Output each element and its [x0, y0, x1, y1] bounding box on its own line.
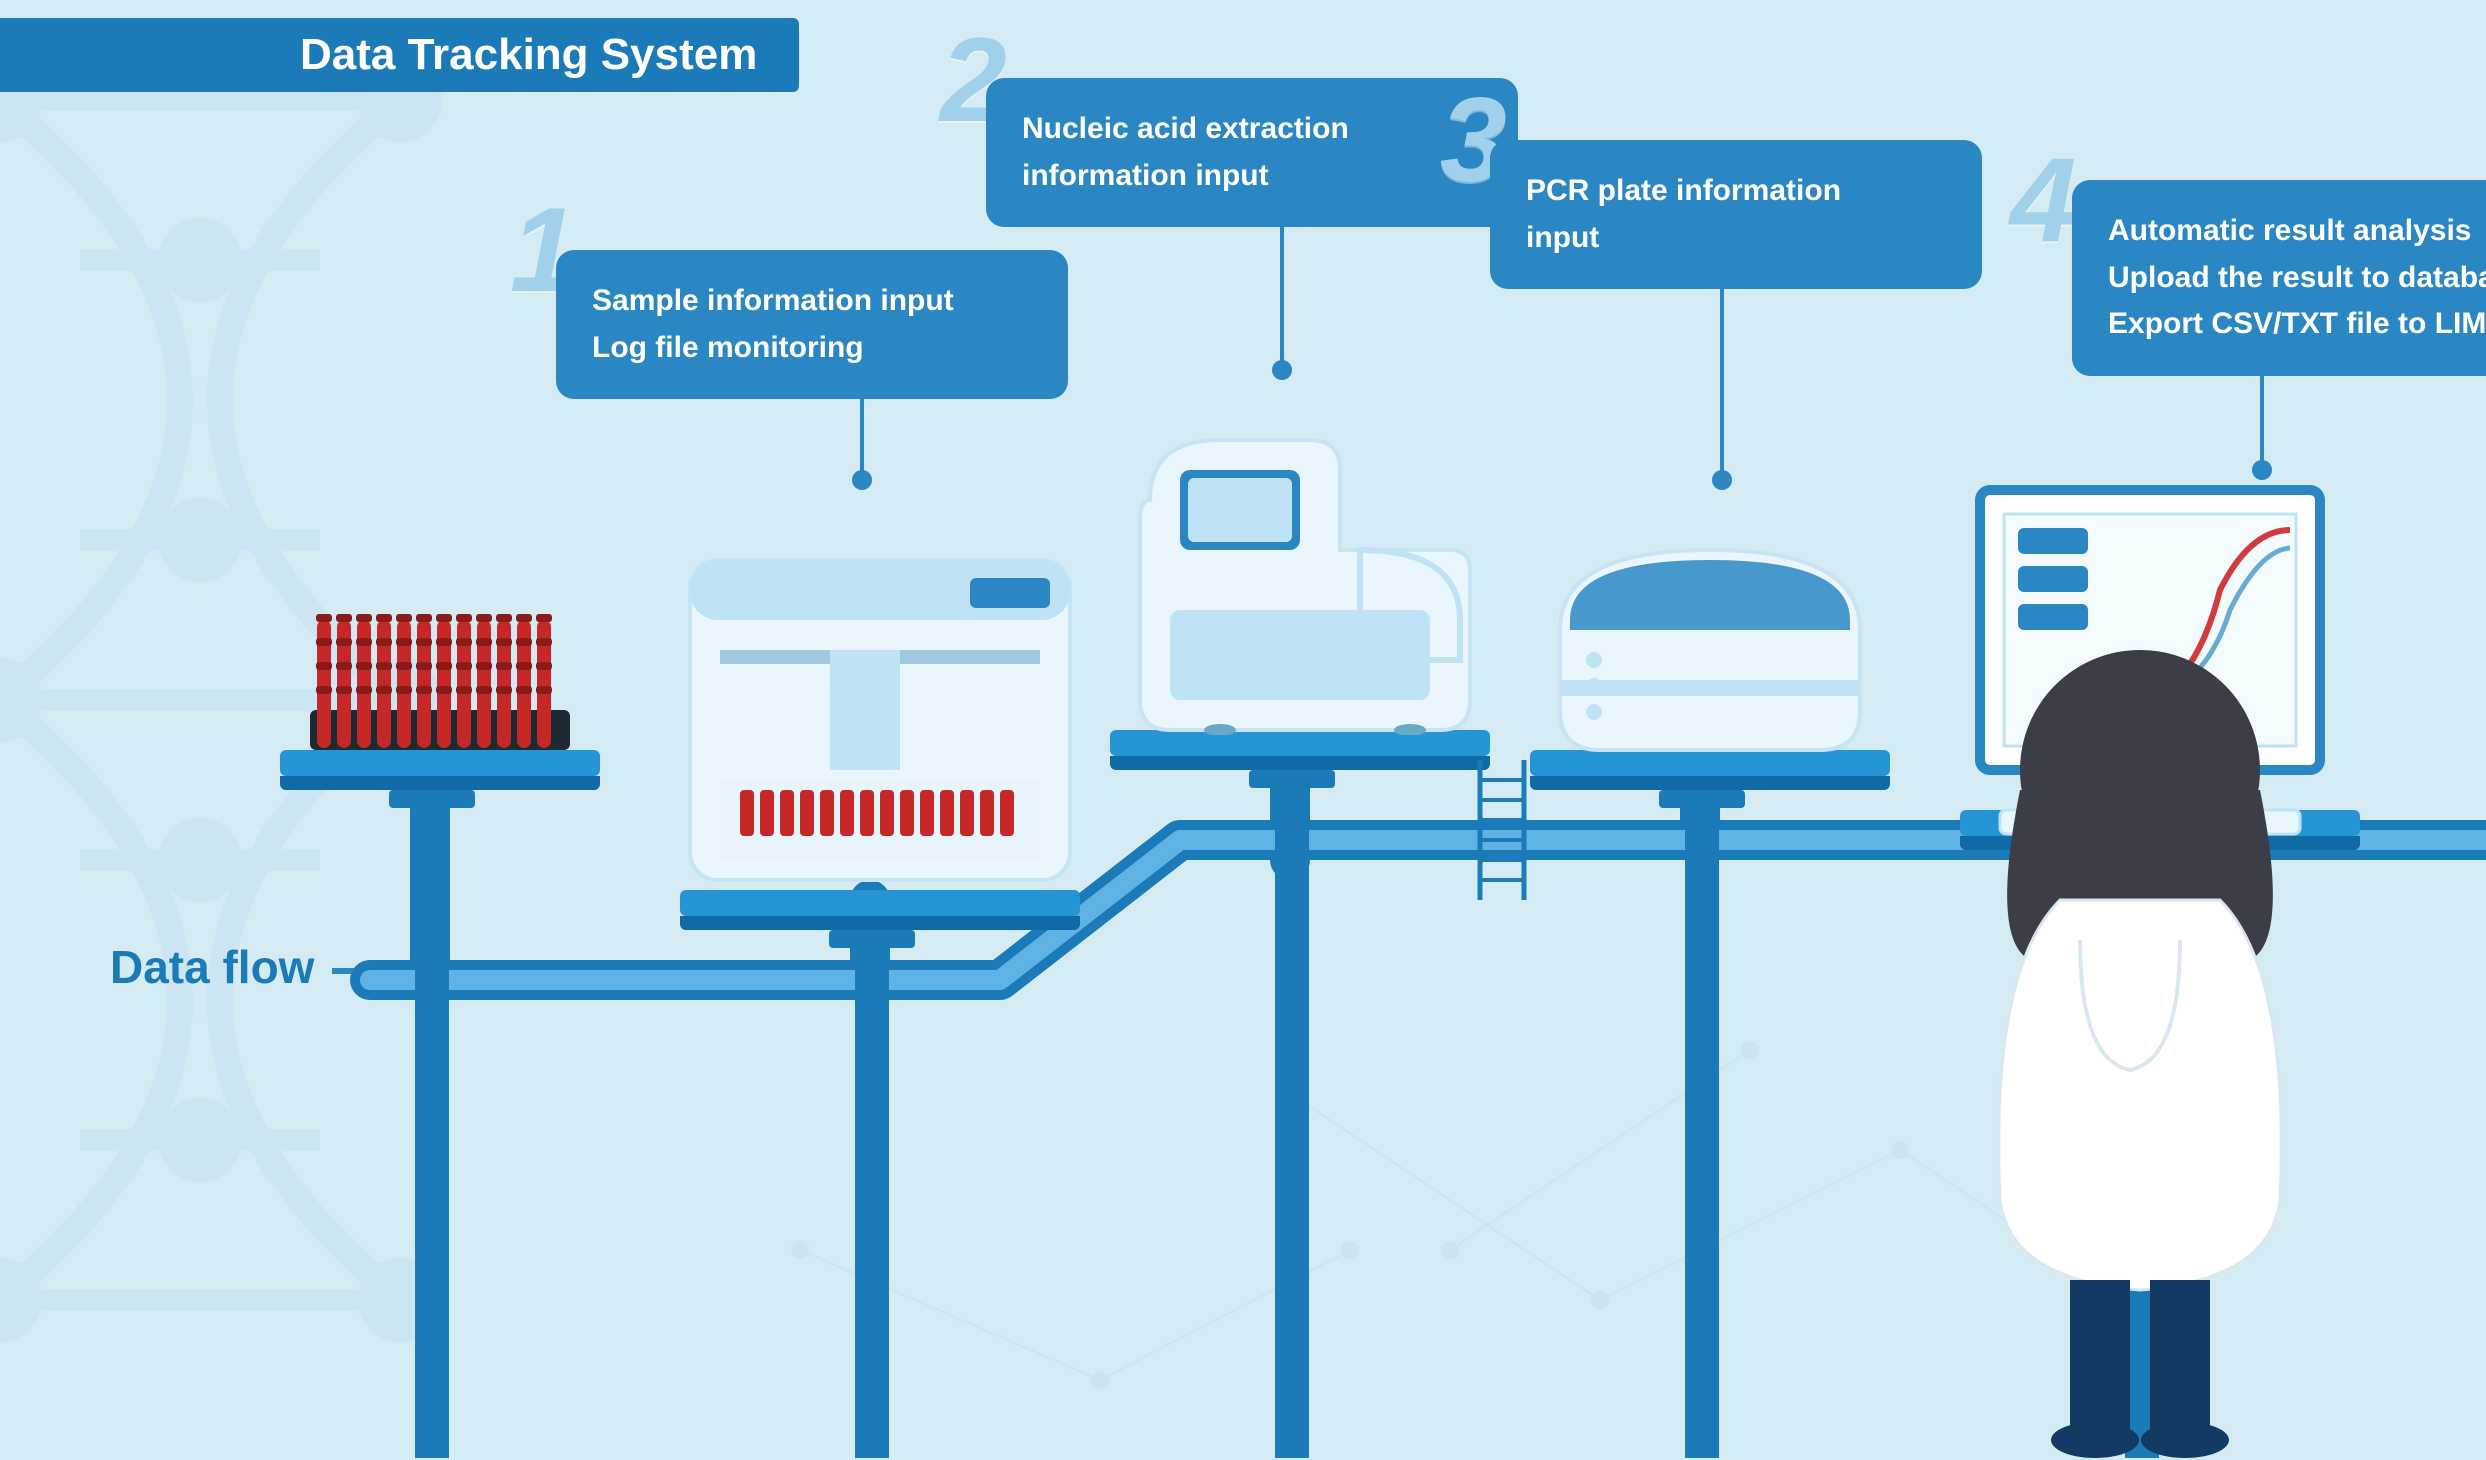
step-callout-4: Automatic result analysisUpload the resu…	[2072, 180, 2486, 376]
step-3-line: PCR plate information	[1526, 168, 1946, 215]
page-title: Data Tracking System	[0, 18, 799, 92]
step-1-line: Sample information input	[592, 278, 1032, 325]
step-callout-1: Sample information inputLog file monitor…	[556, 250, 1068, 399]
pedestal-robot	[855, 930, 889, 1458]
page-title-text: Data Tracking System	[300, 30, 757, 80]
extractor-equipment-icon	[1110, 400, 1490, 735]
step-1-line: Log file monitoring	[592, 325, 1032, 372]
data-flow-label: Data flow	[110, 940, 442, 994]
step-4-line: Upload the result to database	[2108, 255, 2486, 302]
rack-equipment-icon	[300, 600, 580, 755]
step-3-line: input	[1526, 215, 1946, 262]
step-4-line: Export CSV/TXT file to LIMS	[2108, 301, 2486, 348]
step-connector-3	[1720, 278, 1724, 480]
step-connector-1	[860, 388, 864, 480]
step-number-4: 4	[2010, 140, 2077, 260]
robot-equipment-icon	[680, 520, 1080, 895]
pedestal-extractor	[1275, 770, 1309, 1458]
pedestal-pcr	[1685, 790, 1719, 1458]
scientist-illustration	[1930, 640, 2350, 1460]
ladder-icon	[1472, 760, 1532, 900]
pedestal-rack	[415, 790, 449, 1458]
step-2-line: information input	[1022, 153, 1482, 200]
step-connector-2	[1280, 218, 1284, 370]
step-connector-4	[2260, 358, 2264, 470]
pcr-equipment-icon	[1540, 510, 1880, 755]
data-flow-text: Data flow	[110, 941, 314, 993]
step-4-line: Automatic result analysis	[2108, 208, 2486, 255]
step-callout-2: Nucleic acid extractioninformation input	[986, 78, 1518, 227]
step-2-line: Nucleic acid extraction	[1022, 106, 1482, 153]
step-callout-3: PCR plate informationinput	[1490, 140, 1982, 289]
